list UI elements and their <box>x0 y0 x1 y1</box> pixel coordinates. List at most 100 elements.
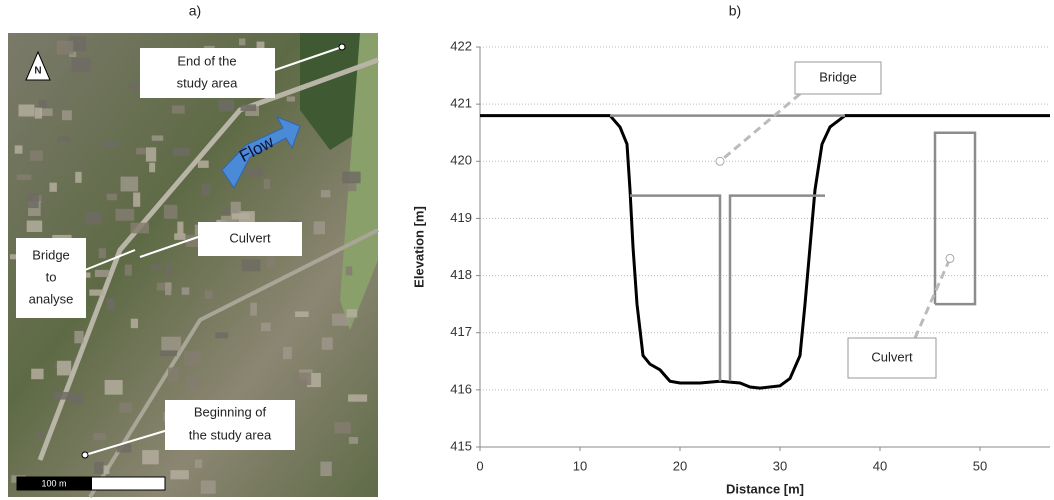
building <box>95 270 109 277</box>
y-axis-title: Elevation [m] <box>411 206 426 288</box>
building <box>170 470 188 479</box>
building <box>201 184 209 197</box>
x-tick-label: 10 <box>573 458 587 473</box>
north-label: N <box>34 66 41 77</box>
building <box>195 459 202 468</box>
annotation: Culvert <box>871 349 913 364</box>
building <box>107 194 117 201</box>
building <box>17 174 32 180</box>
building <box>94 433 107 440</box>
scale-label: 100 m <box>41 478 66 488</box>
building <box>322 337 333 349</box>
building <box>314 221 325 234</box>
x-tick-label: 40 <box>873 458 887 473</box>
annotation-point <box>716 157 724 165</box>
beginning-label: Beginning of <box>194 404 267 419</box>
building <box>241 104 256 111</box>
building <box>201 480 216 493</box>
x-axis-title: Distance [m] <box>726 481 804 496</box>
building <box>242 259 261 271</box>
point <box>339 44 345 50</box>
building <box>174 233 185 239</box>
building <box>295 311 309 317</box>
building <box>182 287 190 294</box>
panel-a: a) N Flow End of the study area Culvert … <box>8 3 378 497</box>
building <box>49 183 56 192</box>
building <box>151 264 162 269</box>
building <box>28 193 39 208</box>
building <box>215 332 228 338</box>
building <box>246 168 263 176</box>
building <box>94 462 103 474</box>
building <box>160 350 177 356</box>
building <box>250 303 257 316</box>
building <box>224 208 231 214</box>
building <box>74 331 83 343</box>
x-tick-label: 20 <box>673 458 687 473</box>
building <box>283 347 292 359</box>
point <box>82 452 88 458</box>
building <box>136 148 145 155</box>
building <box>320 462 331 476</box>
building <box>70 393 84 404</box>
building <box>116 209 135 221</box>
x-tick-label: 30 <box>773 458 787 473</box>
x-tick-label: 0 <box>476 458 483 473</box>
building <box>172 105 185 113</box>
building <box>264 179 270 189</box>
y-tick-label: 418 <box>450 267 472 282</box>
building <box>27 221 43 232</box>
building <box>75 172 81 183</box>
building <box>334 422 350 433</box>
building <box>346 266 352 275</box>
culvert-label: Culvert <box>229 230 271 245</box>
building <box>133 193 140 207</box>
building <box>89 290 104 296</box>
building <box>119 403 131 413</box>
beginning-label: the study area <box>189 427 272 442</box>
building <box>347 309 358 317</box>
y-tick-label: 419 <box>450 210 472 225</box>
building <box>161 337 180 351</box>
building <box>239 38 245 45</box>
building <box>348 394 367 401</box>
building <box>168 367 179 381</box>
building <box>266 256 275 267</box>
y-tick-label: 415 <box>450 438 472 453</box>
building <box>165 282 171 295</box>
building <box>102 142 118 148</box>
building <box>293 373 311 385</box>
building <box>105 380 123 395</box>
building <box>198 161 209 168</box>
y-tick-label: 421 <box>450 96 472 111</box>
building <box>205 290 213 299</box>
building <box>37 431 44 437</box>
building <box>31 369 43 380</box>
building <box>261 323 271 332</box>
building <box>342 172 360 184</box>
bridge-label: to <box>46 269 57 284</box>
panel-label: b) <box>729 3 741 19</box>
end-label: End of the <box>177 53 236 68</box>
building <box>57 41 73 55</box>
building <box>184 351 201 365</box>
building <box>85 212 101 224</box>
building <box>30 151 43 161</box>
building <box>39 100 47 108</box>
building <box>287 96 295 101</box>
y-tick-label: 420 <box>450 153 472 168</box>
building <box>164 205 178 219</box>
y-tick-label: 417 <box>450 324 472 339</box>
building <box>121 177 139 192</box>
building <box>131 319 138 328</box>
building <box>349 437 358 444</box>
building <box>19 105 35 117</box>
building <box>142 450 159 464</box>
bridge-label: analyse <box>29 291 74 306</box>
building <box>218 100 234 112</box>
panel-label: a) <box>189 3 201 19</box>
building <box>125 265 132 276</box>
building <box>177 222 183 235</box>
building <box>146 147 156 161</box>
x-tick-label: 50 <box>973 458 987 473</box>
